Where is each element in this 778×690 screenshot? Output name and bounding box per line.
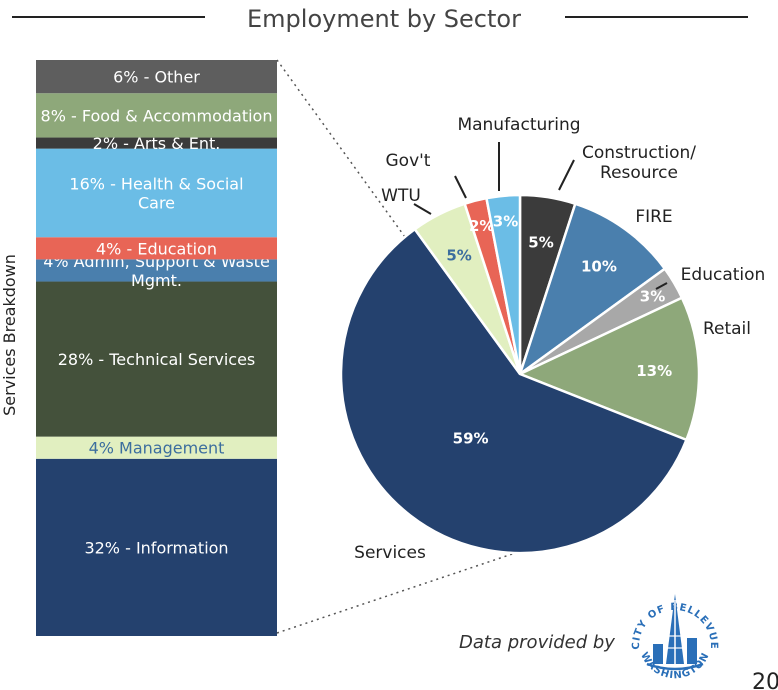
connector-top <box>276 59 406 238</box>
city-of-bellevue-logo: CITY OF BELLEVUE WASHINGTON <box>631 594 718 681</box>
stack-segment <box>36 436 277 459</box>
stack-segment-label: 28% - Technical Services <box>58 350 256 369</box>
pie-value-label: 13% <box>636 362 672 380</box>
pie-label-fire: FIRE <box>635 207 672 227</box>
pie-label-wtu: WTU <box>381 186 421 206</box>
stack-segment <box>36 458 277 636</box>
stack-segment-label: 4% - Education <box>96 239 217 258</box>
pie-slice-manufacturing <box>484 193 522 375</box>
pie-slice-services <box>339 227 689 555</box>
pie-label-education: Education <box>681 265 766 285</box>
pie-value-label: 10% <box>581 257 617 275</box>
stack-segment <box>36 281 277 437</box>
pie-value-label: 2% <box>469 217 494 235</box>
stack-segment <box>36 237 277 260</box>
pie-value-label: 5% <box>528 233 553 251</box>
pie-value-label: 3% <box>493 213 518 231</box>
pie-label-retail: Retail <box>703 319 751 339</box>
pie-label-services: Services <box>354 543 426 563</box>
employment-pie: 5%10%3%13%59%5%2%3% <box>339 193 701 555</box>
pie-leader-lines <box>413 142 668 290</box>
stack-segment-label: 8% - Food & Accommodation <box>41 106 273 125</box>
pie-value-label: 5% <box>446 246 471 264</box>
page-number: 20 <box>752 670 778 690</box>
stack-segment <box>36 93 277 138</box>
pie-value-label: 59% <box>453 430 489 448</box>
services-breakdown-stack: 32% - Information 4% Management 28% - Tech… <box>36 60 277 636</box>
pie-value-label: 3% <box>640 288 665 306</box>
stack-segment <box>36 60 277 94</box>
stack-segment-label: 6% - Other <box>113 68 200 87</box>
chart-title: Employment by Sector <box>247 5 521 33</box>
data-provided-by: Data provided by <box>459 632 615 653</box>
pie-slice-retail <box>516 296 701 442</box>
services-breakdown-label: Services Breakdown <box>0 254 19 416</box>
stack-segment <box>36 259 277 282</box>
stack-segment-label: 32% - Information <box>84 538 228 557</box>
stack-segment <box>36 148 277 238</box>
pie-slice-fire <box>517 202 667 378</box>
pie-label-construction: Construction/Resource <box>582 143 696 183</box>
stack-segment-label: 16% - Health & Social Care <box>69 174 243 212</box>
pie-label-manufacturing: Manufacturing <box>457 115 580 135</box>
stack-segment-label: 2% - Arts & Ent. <box>93 134 221 153</box>
pie-label-govt: Gov't <box>386 151 431 171</box>
stack-segment <box>36 137 277 149</box>
connector-bottom <box>276 542 546 634</box>
stack-segment-label: 4% Management <box>89 439 225 458</box>
